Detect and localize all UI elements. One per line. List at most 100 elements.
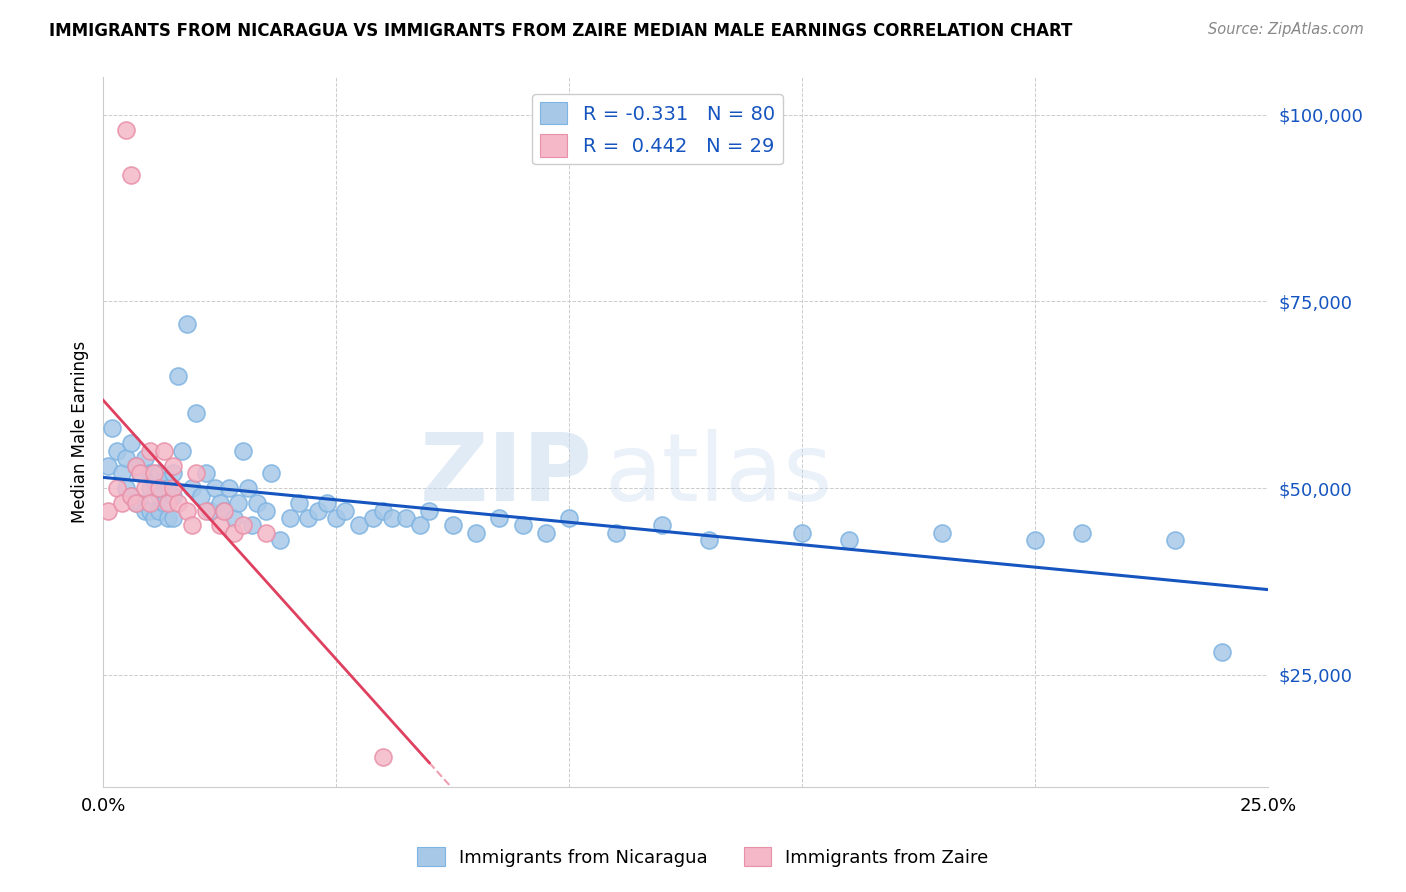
Point [162,467,184,481]
Point [200,503,222,517]
Point [349,518,371,533]
Text: IMMIGRANTS FROM NICARAGUA VS IMMIGRANTS FROM ZAIRE MEDIAN MALE EARNINGS CORRELAT: IMMIGRANTS FROM NICARAGUA VS IMMIGRANTS … [49,22,1073,40]
Point [218,481,240,495]
Point [269,533,291,548]
Point [194,503,217,517]
Point [194,467,217,481]
Point [120,168,142,182]
Point [162,511,184,525]
Point [120,489,142,503]
Point [152,496,174,510]
Point [148,503,170,517]
Point [441,518,464,533]
Point [260,467,283,481]
Point [120,489,142,503]
Point [129,496,152,510]
Point [325,511,347,525]
Point [232,443,254,458]
Point [222,525,245,540]
Point [381,511,404,525]
Point [240,518,263,533]
Point [297,511,319,525]
Point [111,467,134,481]
Point [162,489,184,503]
Point [138,503,160,517]
Point [129,467,152,481]
Point [335,503,357,517]
Point [152,443,174,458]
Text: ZIP: ZIP [419,429,592,521]
Point [172,443,194,458]
Point [208,496,231,510]
Point [120,436,142,450]
Point [143,474,166,488]
Point [278,511,301,525]
Text: Source: ZipAtlas.com: Source: ZipAtlas.com [1208,22,1364,37]
Point [558,511,581,525]
Point [1211,645,1233,659]
Point [418,503,440,517]
Point [111,496,134,510]
Point [148,467,170,481]
Point [166,496,188,510]
Point [465,525,488,540]
Point [395,511,418,525]
Point [125,458,148,473]
Point [371,750,394,764]
Point [363,511,385,525]
Point [157,496,180,510]
Point [125,496,148,510]
Point [190,489,212,503]
Point [125,458,148,473]
Point [180,518,202,533]
Point [315,496,337,510]
Point [605,525,627,540]
Point [101,421,124,435]
Point [697,533,720,548]
Point [152,474,174,488]
Point [254,503,277,517]
Point [236,481,259,495]
Point [176,317,198,331]
Point [134,503,156,517]
Point [105,481,128,495]
Point [931,525,953,540]
Point [222,511,245,525]
Point [148,489,170,503]
Point [288,496,311,510]
Point [97,503,120,517]
Point [138,496,160,510]
Point [157,511,180,525]
Point [115,451,138,466]
Point [254,525,277,540]
Y-axis label: Median Male Earnings: Median Male Earnings [72,341,89,524]
Point [162,481,184,495]
Point [138,443,160,458]
Point [186,467,208,481]
Point [838,533,860,548]
Point [115,122,138,136]
Point [143,467,166,481]
Point [512,518,534,533]
Point [226,496,249,510]
Legend: R = -0.331   N = 80, R =  0.442   N = 29: R = -0.331 N = 80, R = 0.442 N = 29 [533,95,783,164]
Point [534,525,557,540]
Point [651,518,673,533]
Point [180,481,202,495]
Point [232,518,254,533]
Point [138,481,160,495]
Point [148,481,170,495]
Point [129,467,152,481]
Point [162,458,184,473]
Point [143,511,166,525]
Point [138,467,160,481]
Point [157,481,180,495]
Point [792,525,814,540]
Text: atlas: atlas [605,429,832,521]
Point [1164,533,1187,548]
Point [134,481,156,495]
Point [97,458,120,473]
Point [166,369,188,384]
Point [105,443,128,458]
Point [125,496,148,510]
